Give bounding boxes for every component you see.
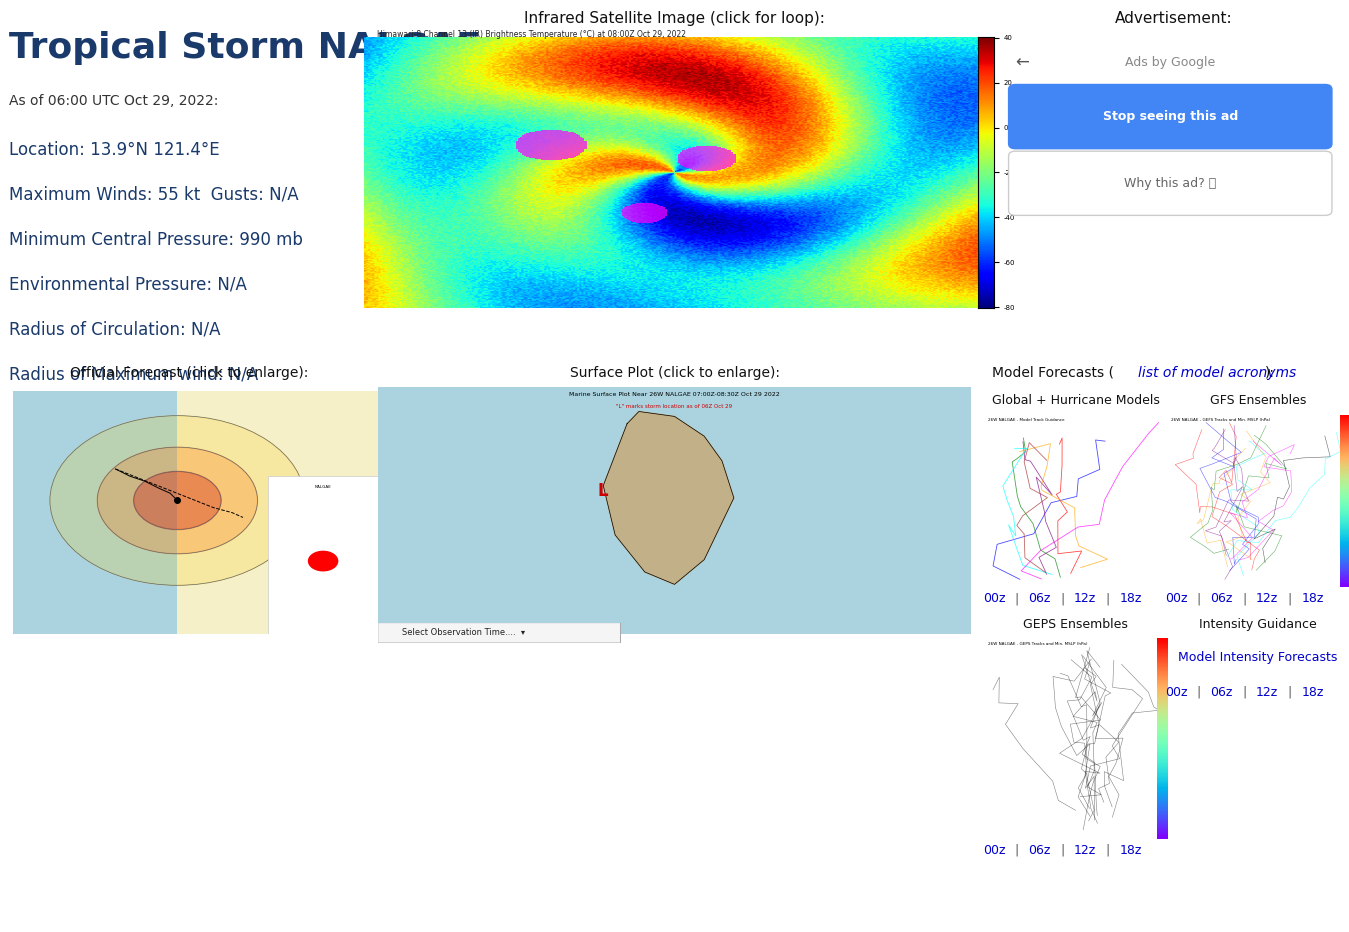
Text: list of model acronyms: list of model acronyms bbox=[1137, 365, 1296, 380]
Text: Global + Hurricane Models: Global + Hurricane Models bbox=[992, 394, 1160, 407]
Text: ←: ← bbox=[1016, 53, 1029, 71]
Text: Ads by Google: Ads by Google bbox=[1125, 56, 1215, 69]
Circle shape bbox=[309, 552, 337, 570]
Text: "L" marks storm location as of 06Z Oct 29: "L" marks storm location as of 06Z Oct 2… bbox=[616, 404, 733, 409]
Circle shape bbox=[134, 472, 221, 529]
Text: |: | bbox=[1242, 593, 1246, 605]
FancyBboxPatch shape bbox=[1009, 151, 1331, 215]
Text: |: | bbox=[1060, 844, 1064, 857]
Text: 12z: 12z bbox=[1074, 844, 1095, 857]
Text: |: | bbox=[1242, 686, 1246, 698]
Text: |: | bbox=[1288, 686, 1292, 698]
Text: |: | bbox=[1106, 844, 1110, 857]
Text: L: L bbox=[598, 482, 608, 500]
Text: 12z: 12z bbox=[1256, 593, 1278, 605]
Text: 06z: 06z bbox=[1210, 593, 1233, 605]
Text: |: | bbox=[1014, 593, 1018, 605]
Text: 00z: 00z bbox=[982, 844, 1005, 857]
Text: Model Intensity Forecasts: Model Intensity Forecasts bbox=[1178, 651, 1338, 664]
Polygon shape bbox=[603, 412, 734, 584]
Text: Select Observation Time....  ▾: Select Observation Time.... ▾ bbox=[402, 628, 525, 637]
Circle shape bbox=[97, 447, 258, 554]
Text: Why this ad? ⓘ: Why this ad? ⓘ bbox=[1124, 177, 1217, 190]
Text: Radius of Maximum wind: N/A: Radius of Maximum wind: N/A bbox=[9, 366, 259, 384]
Text: Surface Plot (click to enlarge):: Surface Plot (click to enlarge): bbox=[569, 365, 780, 380]
Text: NALGAE: NALGAE bbox=[314, 486, 332, 489]
Text: Marine Surface Plot Near 26W NALGAE 07:00Z-08:30Z Oct 29 2022: Marine Surface Plot Near 26W NALGAE 07:0… bbox=[569, 391, 780, 397]
Text: Model Forecasts (: Model Forecasts ( bbox=[992, 365, 1114, 380]
Text: |: | bbox=[1014, 844, 1018, 857]
Text: 18z: 18z bbox=[1302, 593, 1323, 605]
FancyBboxPatch shape bbox=[378, 623, 621, 643]
Text: |: | bbox=[1197, 593, 1201, 605]
Text: Environmental Pressure: N/A: Environmental Pressure: N/A bbox=[9, 276, 247, 294]
Text: As of 06:00 UTC Oct 29, 2022:: As of 06:00 UTC Oct 29, 2022: bbox=[9, 94, 219, 108]
Text: 18z: 18z bbox=[1120, 593, 1141, 605]
Text: Radius of Circulation: N/A: Radius of Circulation: N/A bbox=[9, 321, 221, 339]
Text: 18z: 18z bbox=[1120, 844, 1141, 857]
Text: ):: ): bbox=[1265, 365, 1275, 380]
FancyBboxPatch shape bbox=[1009, 85, 1331, 149]
Text: 06z: 06z bbox=[1210, 686, 1233, 698]
Text: |: | bbox=[1288, 593, 1292, 605]
Circle shape bbox=[50, 416, 305, 585]
Text: Minimum Central Pressure: 990 mb: Minimum Central Pressure: 990 mb bbox=[9, 231, 304, 249]
Text: |: | bbox=[1060, 593, 1064, 605]
Text: 26W NALGAE - GEPS Tracks and Min. MSLP (hPa): 26W NALGAE - GEPS Tracks and Min. MSLP (… bbox=[989, 642, 1087, 647]
Text: Himawari-8 Channel 13 (IR) Brightness Temperature (°C) at 08:00Z Oct 29, 2022: Himawari-8 Channel 13 (IR) Brightness Te… bbox=[376, 31, 685, 39]
Bar bbox=[268, 476, 378, 634]
Text: Tropical Storm NALGAE: Tropical Storm NALGAE bbox=[9, 32, 482, 65]
Text: 00z: 00z bbox=[982, 593, 1005, 605]
Text: 18z: 18z bbox=[1302, 686, 1323, 698]
Text: GFS Ensembles: GFS Ensembles bbox=[1210, 394, 1306, 407]
Text: |: | bbox=[1106, 593, 1110, 605]
Text: 00z: 00z bbox=[1164, 686, 1187, 698]
Bar bbox=[13, 391, 178, 634]
Text: 12z: 12z bbox=[1074, 593, 1095, 605]
Text: |: | bbox=[1197, 686, 1201, 698]
Text: GEPS Ensembles: GEPS Ensembles bbox=[1024, 618, 1128, 631]
Text: Official Forecast (click to enlarge):: Official Forecast (click to enlarge): bbox=[70, 365, 308, 380]
Text: Intensity Guidance: Intensity Guidance bbox=[1199, 618, 1317, 631]
Text: Stop seeing this ad: Stop seeing this ad bbox=[1102, 110, 1238, 123]
Text: 06z: 06z bbox=[1028, 593, 1051, 605]
Text: Location: 13.9°N 121.4°E: Location: 13.9°N 121.4°E bbox=[9, 141, 220, 159]
Text: Advertisement:: Advertisement: bbox=[1114, 11, 1233, 26]
Text: Maximum Winds: 55 kt  Gusts: N/A: Maximum Winds: 55 kt Gusts: N/A bbox=[9, 186, 299, 204]
Text: Infrared Satellite Image (click for loop):: Infrared Satellite Image (click for loop… bbox=[523, 11, 826, 26]
Text: 12z: 12z bbox=[1256, 686, 1278, 698]
Text: 26W NALGAE - GEFS Tracks and Min. MSLP (hPa): 26W NALGAE - GEFS Tracks and Min. MSLP (… bbox=[1171, 418, 1269, 422]
Text: 06z: 06z bbox=[1028, 844, 1051, 857]
Text: 00z: 00z bbox=[1164, 593, 1187, 605]
Text: 26W NALGAE - Model Track Guidance: 26W NALGAE - Model Track Guidance bbox=[989, 418, 1064, 422]
